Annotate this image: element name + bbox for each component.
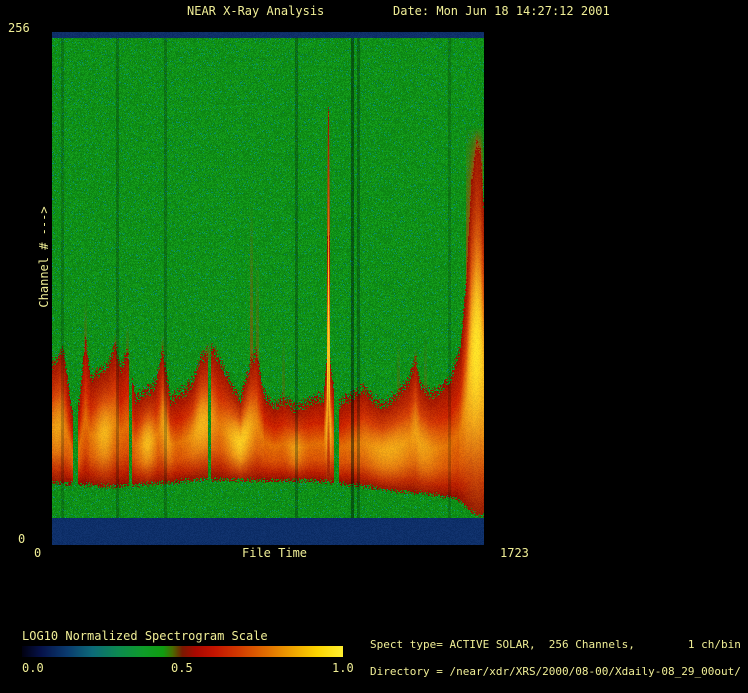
y-axis-label: Channel # --->	[37, 206, 51, 308]
y-axis-max-tick: 256	[8, 21, 30, 35]
date-label: Date: Mon Jun 18 14:27:12 2001	[393, 4, 610, 18]
spect-type-line: Spect type= ACTIVE SOLAR, 256 Channels, …	[370, 638, 741, 651]
colorbar-tick-min: 0.0	[22, 661, 44, 675]
colorbar-tick-mid: 0.5	[171, 661, 193, 675]
y-axis-min-tick: 0	[18, 532, 26, 546]
x-axis-max-tick: 1723	[500, 546, 529, 560]
colorbar-title: LOG10 Normalized Spectrogram Scale	[22, 629, 268, 643]
page-title: NEAR X-Ray Analysis	[187, 4, 325, 18]
x-axis-min-tick: 0	[34, 546, 42, 560]
x-axis-label: File Time	[242, 546, 308, 560]
directory-line: Directory = /near/xdr/XRS/2000/08-00/Xda…	[370, 665, 741, 678]
colorbar-tick-max: 1.0	[332, 661, 354, 675]
spectrogram-image	[52, 32, 484, 545]
colorbar-gradient	[22, 646, 343, 657]
